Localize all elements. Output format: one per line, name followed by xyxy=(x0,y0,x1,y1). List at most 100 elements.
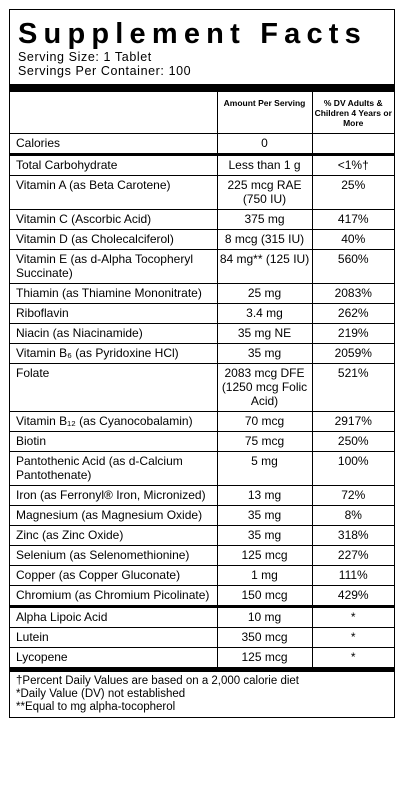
nutrient-row: Vitamin D (as Cholecalciferol) 8 mcg (315… xyxy=(10,229,394,250)
nutrient-row: Iron (as Ferronyl® Iron, Micronized) 13 m… xyxy=(10,485,394,506)
nutrient-name: Vitamin B₁₂ (as Cyanocobalamin) xyxy=(10,411,217,432)
nutrient-name: Calories xyxy=(10,133,217,155)
footnotes: †Percent Daily Values are based on a 2,0… xyxy=(10,667,394,717)
footnote: **Equal to mg alpha-tocopherol xyxy=(16,701,176,713)
nutrient-row: Vitamin C (Ascorbic Acid) 375 mg 417% xyxy=(10,209,394,230)
nutrient-row: Riboflavin 3.4 mg 262% xyxy=(10,303,394,324)
daily-value: 227% xyxy=(311,545,394,566)
nutrient-row: Vitamin E (as d-Alpha Tocopheryl Succina… xyxy=(10,249,394,284)
daily-value: 25% xyxy=(311,175,394,210)
nutrient-row: Magnesium (as Magnesium Oxide) 35 mg 8% xyxy=(10,505,394,526)
nutrient-name: Chromium (as Chromium Picolinate) xyxy=(10,585,217,607)
name-header xyxy=(10,92,217,134)
amount: 10 mg xyxy=(216,605,312,628)
amount: Less than 1 g xyxy=(216,153,312,176)
daily-value: 8% xyxy=(311,505,394,526)
nutrient-name: Vitamin E (as d-Alpha Tocopheryl Succina… xyxy=(10,249,217,284)
table-body: Amount Per Serving % DV Adults & Childre… xyxy=(10,92,394,667)
nutrient-row: Thiamin (as Thiamine Mononitrate) 25 mg 20… xyxy=(10,283,394,304)
footnote: †Percent Daily Values are based on a 2,0… xyxy=(16,675,299,687)
nutrient-row: Lycopene 125 mcg * xyxy=(10,647,394,667)
title: Supplement Facts xyxy=(18,18,367,50)
daily-value: 2917% xyxy=(311,411,394,432)
amount: 70 mcg xyxy=(216,411,312,432)
daily-value: 250% xyxy=(311,431,394,452)
amount: 35 mg xyxy=(216,343,312,364)
amount: 8 mcg (315 IU) xyxy=(216,229,312,250)
daily-value: 417% xyxy=(311,209,394,230)
supplement-facts-label: Supplement Facts Serving Size: 1 Tablet … xyxy=(9,9,395,718)
nutrient-name: Biotin xyxy=(10,431,217,452)
daily-value: 40% xyxy=(311,229,394,250)
nutrient-row: Total Carbohydrate Less than 1 g <1%† xyxy=(10,153,394,176)
nutrient-name: Lycopene xyxy=(10,647,217,667)
nutrient-name: Total Carbohydrate xyxy=(10,153,217,176)
nutrient-name: Iron (as Ferronyl® Iron, Micronized) xyxy=(10,485,217,506)
footnote: *Daily Value (DV) not established xyxy=(16,688,186,700)
amount: 0 xyxy=(216,133,312,155)
nutrient-row: Calories 0 xyxy=(10,133,394,155)
daily-value: 72% xyxy=(311,485,394,506)
nutrient-row: Biotin 75 mcg 250% xyxy=(10,431,394,452)
divider-bar xyxy=(10,84,394,92)
daily-value: 100% xyxy=(311,451,394,486)
amount: 25 mg xyxy=(216,283,312,304)
amount: 35 mg xyxy=(216,525,312,546)
nutrient-row: Pantothenic Acid (as d-Calcium Pantothen… xyxy=(10,451,394,486)
nutrient-name: Selenium (as Selenomethionine) xyxy=(10,545,217,566)
amount: 375 mg xyxy=(216,209,312,230)
nutrient-row: Chromium (as Chromium Picolinate) 150 mcg… xyxy=(10,585,394,607)
nutrient-name: Alpha Lipoic Acid xyxy=(10,605,217,628)
nutrient-name: Niacin (as Niacinamide) xyxy=(10,323,217,344)
nutrient-name: Pantothenic Acid (as d-Calcium Pantothen… xyxy=(10,451,217,486)
amount: 5 mg xyxy=(216,451,312,486)
daily-value: * xyxy=(311,647,394,667)
nutrient-name: Vitamin A (as Beta Carotene) xyxy=(10,175,217,210)
nutrient-row: Zinc (as Zinc Oxide) 35 mg 318% xyxy=(10,525,394,546)
nutrient-name: Lutein xyxy=(10,627,217,648)
header-row: Amount Per Serving % DV Adults & Childre… xyxy=(10,92,394,134)
daily-value xyxy=(311,133,394,155)
nutrient-name: Riboflavin xyxy=(10,303,217,324)
nutrient-row: Selenium (as Selenomethionine) 125 mcg 227… xyxy=(10,545,394,566)
amount: 125 mcg xyxy=(216,545,312,566)
amount: 125 mcg xyxy=(216,647,312,667)
nutrient-row: Vitamin B₆ (as Pyridoxine HCl) 35 mg 2059% xyxy=(10,343,394,364)
nutrient-row: Copper (as Copper Gluconate) 1 mg 111% xyxy=(10,565,394,586)
daily-value: 111% xyxy=(311,565,394,586)
daily-value: <1%† xyxy=(311,153,394,176)
amount: 225 mcg RAE (750 IU) xyxy=(216,175,312,210)
daily-value: 560% xyxy=(311,249,394,284)
facts-table: Amount Per Serving % DV Adults & Childre… xyxy=(10,92,394,667)
amount: 35 mg NE xyxy=(216,323,312,344)
amount: 13 mg xyxy=(216,485,312,506)
daily-value: * xyxy=(311,605,394,628)
daily-value: 262% xyxy=(311,303,394,324)
nutrient-name: Copper (as Copper Gluconate) xyxy=(10,565,217,586)
nutrient-name: Thiamin (as Thiamine Mononitrate) xyxy=(10,283,217,304)
daily-value: 318% xyxy=(311,525,394,546)
nutrient-row: Vitamin A (as Beta Carotene) 225 mcg RAE … xyxy=(10,175,394,210)
nutrient-row: Folate 2083 mcg DFE (1250 mcg Folic Acid)… xyxy=(10,363,394,412)
daily-value: 2083% xyxy=(311,283,394,304)
nutrient-row: Alpha Lipoic Acid 10 mg * xyxy=(10,605,394,628)
amount: 350 mcg xyxy=(216,627,312,648)
dv-header: % DV Adults & Children 4 Years or More xyxy=(311,92,394,134)
amount: 2083 mcg DFE (1250 mcg Folic Acid) xyxy=(216,363,312,412)
amount: 1 mg xyxy=(216,565,312,586)
amount: 3.4 mg xyxy=(216,303,312,324)
daily-value: 219% xyxy=(311,323,394,344)
daily-value: 429% xyxy=(311,585,394,607)
daily-value: * xyxy=(311,627,394,648)
daily-value: 521% xyxy=(311,363,394,412)
nutrient-name: Vitamin B₆ (as Pyridoxine HCl) xyxy=(10,343,217,364)
amount: 35 mg xyxy=(216,505,312,526)
nutrient-name: Folate xyxy=(10,363,217,412)
nutrient-name: Vitamin D (as Cholecalciferol) xyxy=(10,229,217,250)
amount: 150 mcg xyxy=(216,585,312,607)
amount: 84 mg** (125 IU) xyxy=(216,249,312,284)
servings-per-container: Servings Per Container: 100 xyxy=(18,64,192,78)
nutrient-name: Vitamin C (Ascorbic Acid) xyxy=(10,209,217,230)
amount-header: Amount Per Serving xyxy=(216,92,312,134)
